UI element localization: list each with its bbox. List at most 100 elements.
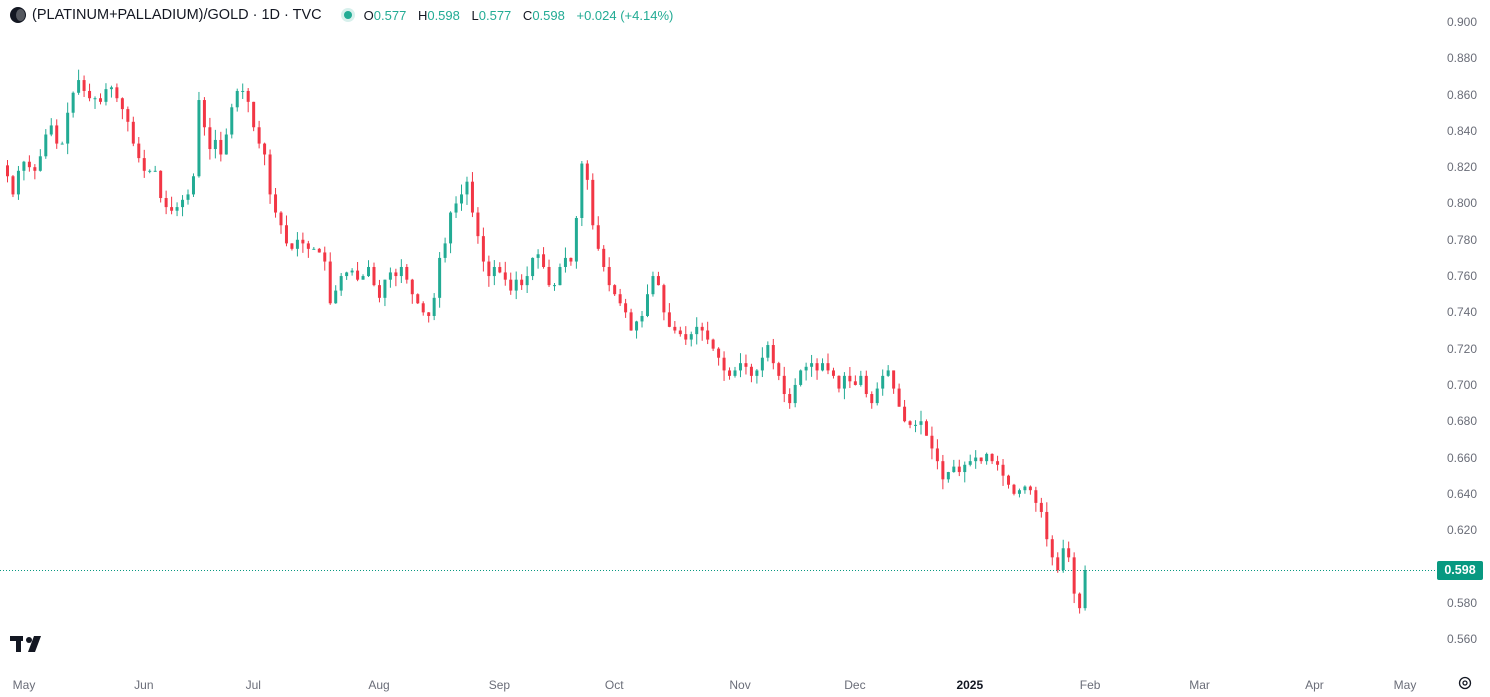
y-tick-label: 0.800	[1447, 196, 1478, 211]
candle-body	[416, 294, 420, 304]
candle-body	[356, 270, 360, 280]
candle-body	[104, 89, 108, 102]
y-tick-label: 0.880	[1447, 51, 1478, 66]
candle-body	[181, 199, 185, 208]
x-tick-label: Mar	[1189, 678, 1210, 692]
candle-body	[842, 375, 846, 389]
candle-body	[695, 326, 699, 335]
candle-body	[717, 348, 721, 358]
candle-body	[804, 366, 808, 371]
candle-body	[864, 375, 868, 395]
high-value: 0.598	[427, 7, 460, 23]
candle-body	[170, 207, 174, 211]
candle-body	[66, 112, 70, 144]
candle-body	[98, 98, 102, 102]
last-price-tag: 0.598	[1437, 561, 1483, 580]
candle-body	[388, 272, 392, 280]
candle-body	[350, 270, 354, 273]
high-label: H	[417, 7, 428, 23]
candle-body	[656, 276, 660, 286]
x-tick-label: Jul	[245, 678, 261, 692]
candle-body	[6, 165, 9, 177]
symbol-title[interactable]: (PLATINUM+PALLADIUM)/GOLD · 1D · TVC	[32, 7, 322, 23]
candle-body	[49, 125, 53, 135]
candle-body	[903, 406, 907, 422]
candle-body	[1007, 475, 1011, 485]
candle-body	[93, 98, 97, 100]
settings-icon[interactable]	[1458, 676, 1472, 690]
candle-body	[284, 225, 288, 244]
candle-body	[399, 266, 403, 277]
x-tick-label: 2025	[956, 678, 984, 692]
candle-body	[624, 303, 628, 313]
candle-body	[848, 375, 852, 382]
candle-body	[16, 170, 20, 195]
candle-body	[881, 375, 885, 389]
low-value: 0.577	[478, 7, 512, 23]
candle-body	[722, 357, 726, 371]
candle-body	[733, 370, 737, 376]
candle-body	[460, 194, 464, 204]
low-label: L	[471, 7, 479, 23]
y-tick-label: 0.760	[1447, 269, 1478, 284]
candle-body	[1072, 557, 1076, 594]
candle-body	[33, 167, 37, 171]
candle-body	[678, 330, 682, 335]
candle-body	[952, 466, 956, 473]
candle-body	[279, 212, 283, 226]
candle-body	[367, 266, 371, 277]
x-tick-label: Sep	[488, 678, 511, 692]
symbol-logo-icon[interactable]	[10, 7, 26, 23]
candle-body	[645, 294, 649, 316]
candle-body	[11, 176, 15, 195]
candle-body	[821, 363, 825, 371]
candle-body	[208, 127, 212, 150]
x-tick-label: Feb	[1079, 678, 1101, 692]
candle-body	[126, 109, 130, 122]
candle-body	[1012, 484, 1016, 494]
candle-body	[492, 266, 496, 277]
candle-body	[268, 154, 272, 195]
candle-body	[974, 457, 978, 462]
candle-body	[689, 334, 693, 340]
candle-body	[394, 272, 398, 277]
candle-body	[295, 239, 299, 249]
x-tick-label: May	[1393, 678, 1417, 692]
market-status-dot-icon	[343, 11, 352, 19]
candle-body	[454, 203, 458, 213]
candle-body	[1067, 548, 1071, 558]
candle-body	[55, 125, 59, 144]
tradingview-logo-icon[interactable]	[10, 632, 48, 654]
candle-body	[142, 158, 146, 171]
y-tick-label: 0.780	[1447, 232, 1478, 247]
candle-body	[946, 472, 950, 480]
candle-body	[372, 266, 376, 286]
open-label: O	[363, 7, 374, 23]
candle-body	[323, 252, 327, 262]
candle-body	[328, 261, 332, 304]
candle-body	[886, 370, 890, 376]
candle-body	[580, 163, 584, 218]
candle-body	[667, 312, 671, 327]
candle-body	[60, 143, 64, 145]
candle-body	[1061, 548, 1065, 571]
candle-body	[290, 243, 294, 249]
candle-body	[383, 279, 387, 298]
candle-body	[738, 363, 742, 371]
candle-body	[553, 285, 556, 287]
candle-body	[875, 388, 879, 404]
candle-body	[317, 248, 321, 253]
candle-body	[503, 272, 507, 280]
candle-body	[892, 370, 896, 389]
candle-body	[547, 266, 551, 286]
candle-body	[760, 357, 764, 371]
candle-body	[230, 107, 234, 135]
candle-body	[706, 330, 710, 340]
candle-body	[574, 217, 578, 262]
candle-body	[826, 363, 830, 371]
candle-body	[410, 279, 414, 295]
candle-body	[1050, 539, 1054, 558]
y-tick-label: 0.900	[1447, 15, 1478, 29]
candle-body	[443, 243, 447, 258]
